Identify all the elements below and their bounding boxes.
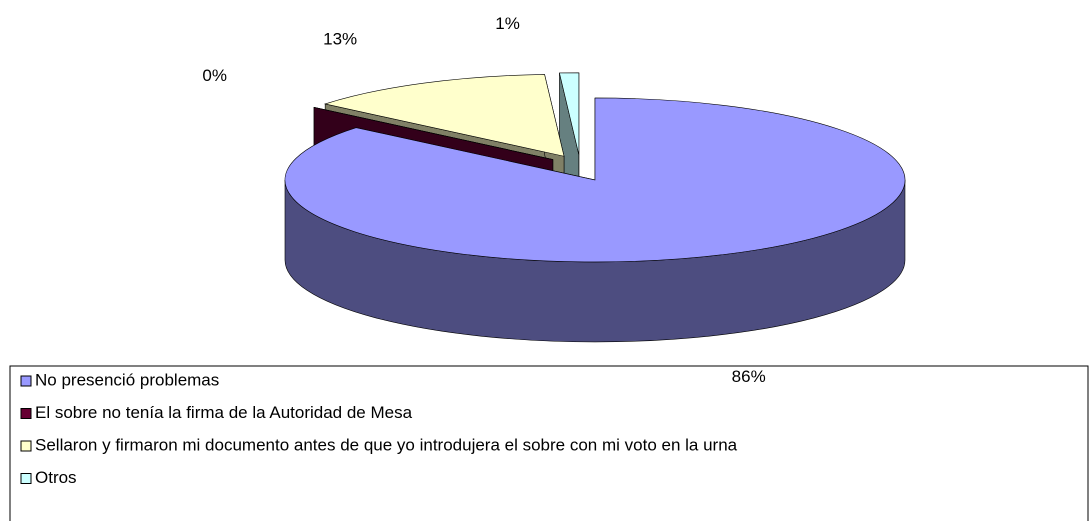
data-label: 0% — [202, 66, 227, 85]
legend-swatch — [20, 408, 32, 419]
legend-label: Otros — [35, 468, 77, 487]
data-label: 13% — [323, 30, 357, 49]
legend-label: No presenció problemas — [35, 370, 219, 389]
legend-swatch — [20, 375, 32, 387]
slice — [559, 72, 580, 155]
slice — [284, 97, 906, 263]
legend-label: Sellaron y firmaron mi documento antes d… — [35, 435, 738, 454]
data-label: 86% — [732, 367, 766, 386]
legend-swatch — [20, 440, 32, 452]
slice — [313, 107, 553, 160]
legend-label: El sobre no tenía la firma de la Autorid… — [35, 403, 413, 422]
legend-swatch — [20, 473, 32, 484]
slice — [324, 74, 565, 157]
data-label: 1% — [495, 14, 520, 33]
legend-box — [9, 365, 1089, 521]
